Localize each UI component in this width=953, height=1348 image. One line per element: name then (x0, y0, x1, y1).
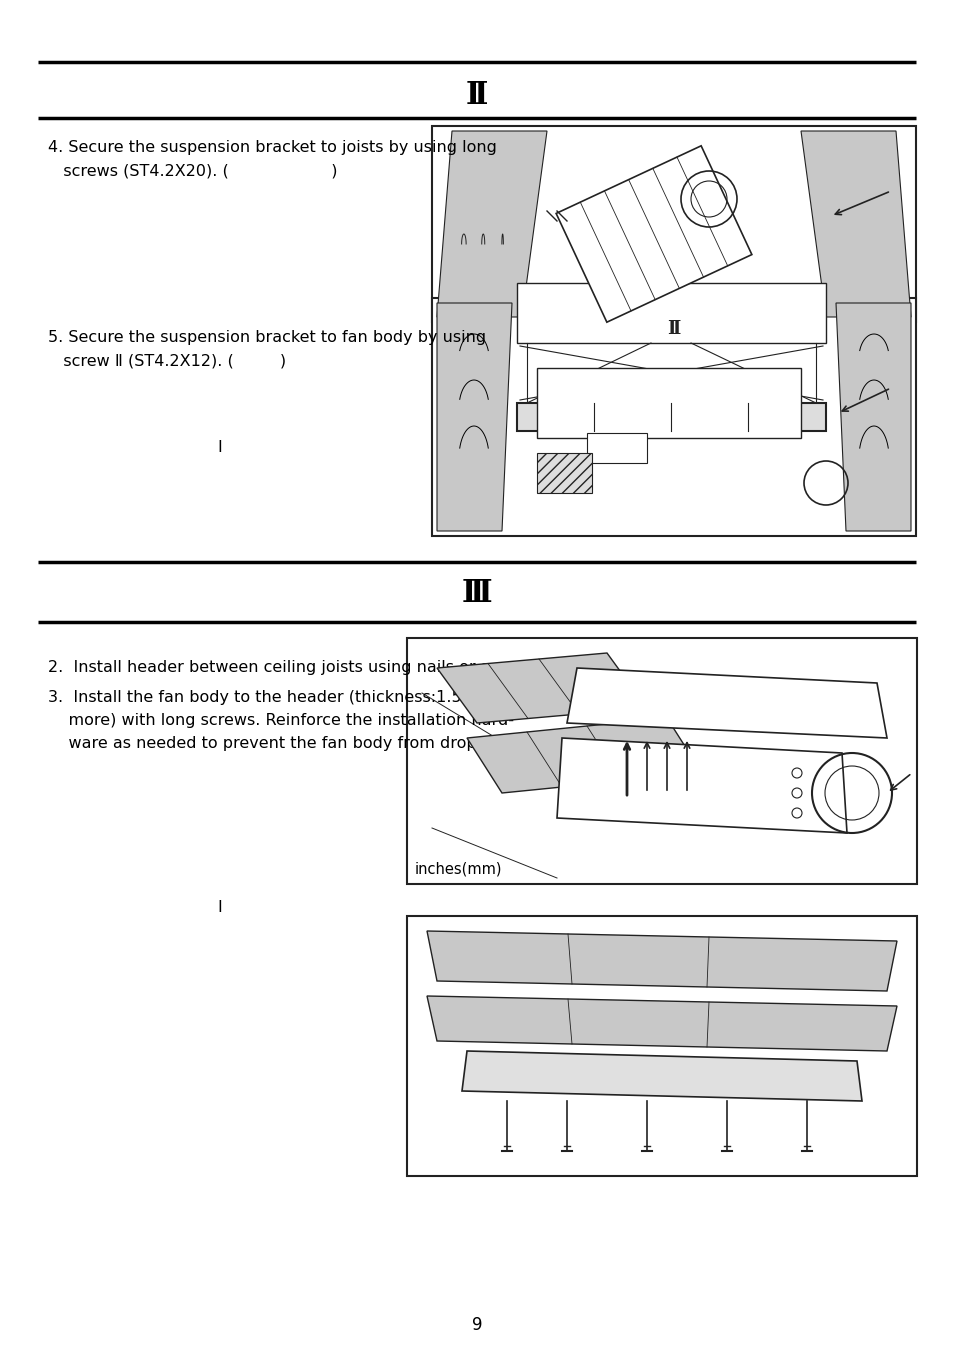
Bar (537, 453, 592, 493)
Bar (537, 368, 801, 438)
Text: screw Ⅱ (ST4.2X12). (         ): screw Ⅱ (ST4.2X12). ( ) (48, 353, 286, 368)
Text: Ⅰ: Ⅰ (217, 439, 222, 456)
Text: inches(mm): inches(mm) (415, 861, 502, 876)
Polygon shape (436, 131, 546, 317)
Bar (407, 638, 916, 884)
Polygon shape (801, 131, 910, 317)
Bar (432, 298, 915, 537)
Polygon shape (566, 669, 886, 737)
Bar (517, 403, 825, 431)
Text: ware as needed to prevent the fan body from dropping.: ware as needed to prevent the fan body f… (48, 736, 517, 751)
Polygon shape (427, 996, 896, 1051)
Text: 5. Secure the suspension bracket to fan body by using: 5. Secure the suspension bracket to fan … (48, 330, 486, 345)
Text: Ⅲ: Ⅲ (461, 577, 492, 608)
Text: 9: 9 (471, 1316, 482, 1335)
Text: 4. Secure the suspension bracket to joists by using long: 4. Secure the suspension bracket to jois… (48, 140, 497, 155)
Polygon shape (835, 303, 910, 531)
Bar (586, 433, 646, 462)
Text: 2.  Install header between ceiling joists using nails or screws.: 2. Install header between ceiling joists… (48, 661, 540, 675)
Bar (432, 125, 915, 322)
Polygon shape (427, 931, 896, 991)
Polygon shape (467, 718, 701, 793)
Polygon shape (436, 652, 646, 723)
Polygon shape (461, 1051, 862, 1101)
Text: Ⅱ: Ⅱ (465, 80, 488, 111)
Polygon shape (436, 303, 512, 531)
Polygon shape (556, 146, 751, 322)
Text: screws (ST4.2X20). (                    ): screws (ST4.2X20). ( ) (48, 163, 337, 178)
Text: 3.  Install the fan body to the header (thickness:1.5 inch or: 3. Install the fan body to the header (t… (48, 690, 521, 705)
Polygon shape (557, 737, 846, 833)
Bar (517, 283, 825, 342)
Text: Ⅰ: Ⅰ (217, 900, 222, 915)
Bar (407, 917, 916, 1175)
Text: Ⅱ: Ⅱ (666, 319, 680, 338)
Text: more) with long screws. Reinforce the installation hard-: more) with long screws. Reinforce the in… (48, 713, 514, 728)
